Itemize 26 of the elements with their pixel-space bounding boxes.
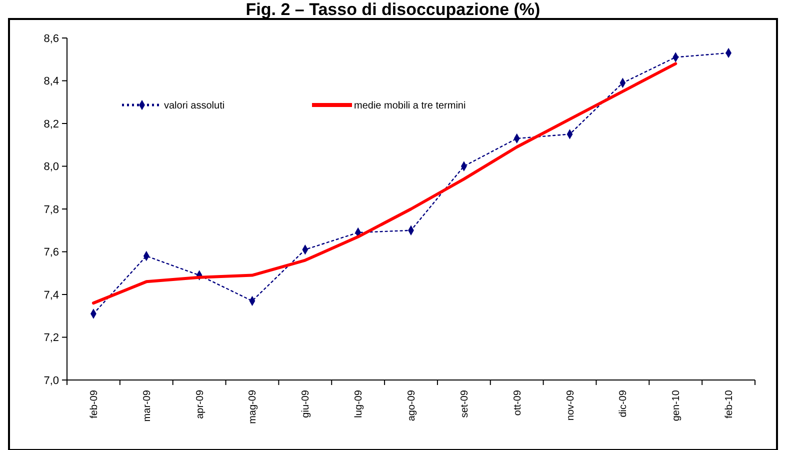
y-tick-label: 8,4 xyxy=(44,76,59,88)
y-tick-label: 8,2 xyxy=(44,118,59,130)
x-tick-label: feb-09 xyxy=(88,390,100,418)
x-tick-label: mar-09 xyxy=(142,390,153,422)
y-tick-label: 7,4 xyxy=(44,289,59,302)
x-tick-label: dic-09 xyxy=(618,390,630,418)
x-tick-label: ott-09 xyxy=(512,390,524,416)
x-tick-label: set-09 xyxy=(459,390,470,418)
legend-label: medie mobili a tre termini xyxy=(354,100,466,112)
x-tick-label: gen-10 xyxy=(671,390,682,422)
x-tick-label: lug-09 xyxy=(354,390,365,418)
chart-title: Fig. 2 – Tasso di disoccupazione (%) xyxy=(246,0,540,19)
y-tick-label: 7,6 xyxy=(44,246,59,259)
x-tick-label: ago-09 xyxy=(406,390,418,422)
x-tick-label: feb-10 xyxy=(724,390,736,418)
y-tick-label: 7,2 xyxy=(44,332,59,344)
line-series xyxy=(92,62,678,305)
legend-label: valori assoluti xyxy=(164,100,225,112)
y-tick-label: 8,0 xyxy=(44,161,59,174)
y-tick-label: 7,0 xyxy=(44,374,59,387)
y-tick-label: 8,6 xyxy=(44,32,59,45)
x-tick-label: giu-09 xyxy=(300,390,312,418)
x-tick-label: mag-09 xyxy=(248,390,259,424)
x-tick-label: nov-09 xyxy=(565,390,576,421)
y-tick-label: 7,8 xyxy=(44,204,59,216)
x-tick-label: apr-09 xyxy=(194,390,206,419)
